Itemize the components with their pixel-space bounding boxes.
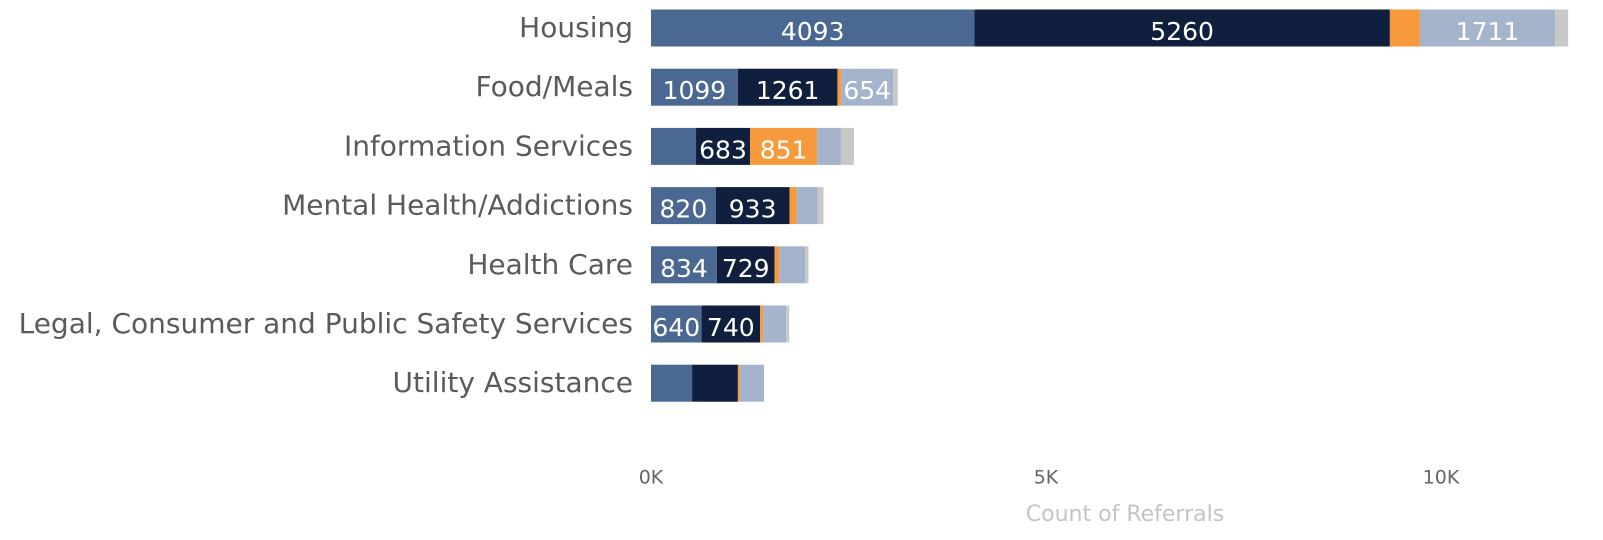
bar-segment bbox=[737, 364, 740, 402]
bar-segment bbox=[760, 305, 764, 343]
bar-segment bbox=[893, 68, 898, 106]
bar-segment bbox=[789, 187, 797, 225]
bar-segment bbox=[1389, 9, 1420, 47]
bar-segment bbox=[651, 187, 716, 225]
value-label: 4093 bbox=[781, 17, 845, 46]
value-label: 740 bbox=[707, 313, 755, 342]
category-label: Food/Meals bbox=[476, 70, 634, 103]
bar-segment bbox=[774, 246, 780, 284]
bar-segment bbox=[716, 246, 775, 284]
x-tick-label: 10K bbox=[1423, 467, 1460, 489]
bar-segment bbox=[1419, 9, 1556, 47]
bar-segment bbox=[651, 127, 697, 165]
category-label: Utility Assistance bbox=[393, 366, 633, 399]
bar-segment bbox=[739, 364, 764, 402]
value-label: 851 bbox=[760, 135, 808, 164]
bar-segment bbox=[841, 68, 894, 106]
bar-segment bbox=[701, 305, 761, 343]
value-label: 820 bbox=[660, 195, 708, 224]
bar-segment bbox=[817, 187, 824, 225]
bar-segment bbox=[805, 246, 809, 284]
bar-segment bbox=[763, 305, 787, 343]
value-label: 654 bbox=[843, 76, 891, 105]
bar-segment bbox=[840, 127, 854, 165]
bar-segment bbox=[651, 9, 975, 47]
category-label: Mental Health/Addictions bbox=[282, 189, 633, 222]
category-label: Housing bbox=[519, 11, 633, 44]
value-label: 834 bbox=[660, 254, 708, 283]
value-label: 1711 bbox=[1456, 17, 1520, 46]
bar-segment bbox=[786, 305, 790, 343]
bar-segment bbox=[715, 187, 790, 225]
x-tick-label: 0K bbox=[639, 467, 664, 489]
value-label: 933 bbox=[729, 195, 777, 224]
bar-segment bbox=[651, 246, 717, 284]
bar-segment bbox=[817, 127, 841, 165]
bar-segment bbox=[651, 68, 738, 106]
bar-segment bbox=[651, 364, 693, 402]
x-tick-label: 5K bbox=[1034, 467, 1059, 489]
value-label: 1261 bbox=[756, 76, 820, 105]
bar-segment bbox=[749, 127, 818, 165]
value-label: 729 bbox=[722, 254, 770, 283]
value-label: 5260 bbox=[1150, 17, 1214, 46]
bar-segment bbox=[737, 68, 838, 106]
value-label: 683 bbox=[699, 135, 747, 164]
bar-segment bbox=[692, 364, 738, 402]
value-label: 1099 bbox=[663, 76, 727, 105]
bar-segment bbox=[974, 9, 1390, 47]
bar-segment bbox=[796, 187, 818, 225]
value-label: 640 bbox=[652, 313, 700, 342]
bar-segment bbox=[651, 305, 702, 343]
bar-segment bbox=[696, 127, 750, 165]
category-label: Health Care bbox=[467, 248, 633, 281]
category-label: Legal, Consumer and Public Safety Servic… bbox=[19, 307, 633, 340]
bar-segment bbox=[1555, 9, 1569, 47]
x-axis-title: Count of Referrals bbox=[1026, 502, 1224, 527]
bar-segment bbox=[837, 68, 842, 106]
category-label: Information Services bbox=[344, 129, 633, 162]
bar-segment bbox=[779, 246, 806, 284]
